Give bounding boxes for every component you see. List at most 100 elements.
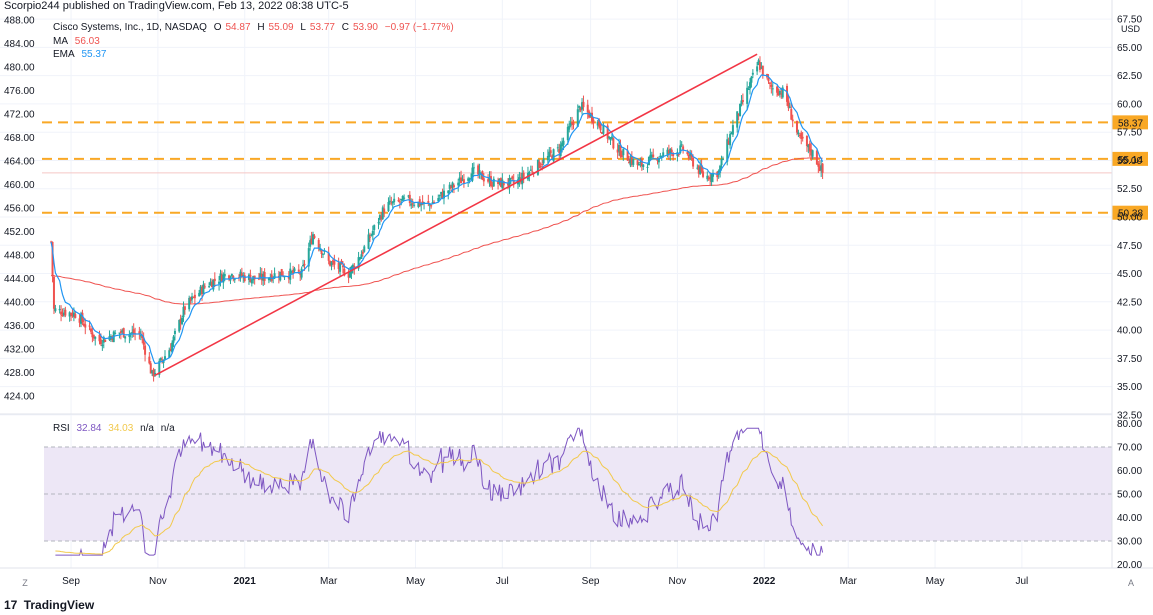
candle-body (229, 278, 232, 281)
price-tick-label: 45.00 (1117, 269, 1142, 280)
left-tick-label: 428.00 (4, 368, 35, 379)
ma-line (51, 157, 823, 305)
price-tick-label: 42.50 (1117, 297, 1142, 308)
candle-body (737, 113, 740, 116)
time-tick-label: Mar (320, 576, 338, 587)
candle-body (199, 286, 202, 294)
left-tick-label: 476.00 (4, 86, 35, 97)
candle-body (193, 294, 196, 299)
candle-body (692, 157, 695, 167)
candle-body (230, 274, 233, 277)
ma-value: 56.03 (74, 36, 100, 47)
candle-body (102, 337, 105, 343)
left-tick-label: 444.00 (4, 274, 35, 285)
candle-body (711, 173, 714, 177)
candle-body (579, 107, 582, 111)
candle-body (144, 345, 147, 355)
candle-body (437, 198, 440, 202)
candle-body (697, 165, 700, 174)
candle-body (729, 134, 732, 146)
candle-body (72, 312, 75, 317)
candle-body (756, 66, 759, 72)
candle-body (181, 317, 184, 325)
candle-body (660, 156, 663, 158)
candle-body (522, 172, 525, 178)
candle-body (562, 140, 565, 145)
candle-body (138, 331, 141, 334)
rsi-na-2: n/a (160, 423, 175, 434)
price-tick-label: 32.50 (1117, 410, 1142, 421)
candle-body (71, 312, 74, 317)
candle-body (561, 142, 564, 147)
candle-body (218, 281, 221, 284)
rsi-ma-value: 34.03 (108, 423, 134, 434)
candle-body (740, 100, 743, 104)
rsi-legend[interactable]: RSI 32.84 34.03 n/a n/a (53, 423, 179, 434)
candle-body (171, 342, 174, 353)
candle-body (417, 201, 420, 207)
auto-scale-button[interactable]: A (1127, 578, 1134, 588)
candle-body (662, 152, 665, 157)
candle-body (122, 328, 125, 338)
candle-body (132, 329, 135, 335)
candle-body (509, 177, 512, 179)
candle-body (303, 263, 306, 266)
tradingview-brand[interactable]: 17 TradingView (4, 598, 94, 612)
candle-body (200, 287, 203, 295)
candle-body (152, 369, 155, 377)
candle-body (312, 234, 315, 245)
zoom-button[interactable]: Z (22, 578, 28, 588)
candle-body (529, 169, 532, 171)
candle-body (719, 165, 722, 173)
left-tick-label: 456.00 (4, 204, 35, 215)
candle-body (398, 201, 401, 203)
candle-body (292, 269, 295, 274)
ema-label: EMA (53, 49, 75, 60)
tradingview-logo-icon: 17 (4, 598, 18, 612)
candle-body (541, 163, 544, 166)
candle-body (650, 154, 653, 158)
candle-body (599, 124, 602, 131)
candle-body (391, 201, 394, 204)
candle-body (98, 334, 101, 342)
time-tick-label: Sep (582, 576, 600, 587)
ma-legend[interactable]: MA 56.03 (53, 36, 104, 47)
candle-body (447, 190, 450, 194)
candle-body (488, 177, 491, 181)
candle-body (771, 88, 774, 90)
candle-body (761, 65, 764, 76)
candle-body (492, 178, 495, 187)
candle-body (800, 132, 803, 140)
candle-body (657, 158, 660, 163)
left-tick-label: 448.00 (4, 251, 35, 262)
candle-body (182, 306, 185, 318)
candle-body (818, 166, 821, 172)
candle-body (566, 126, 569, 141)
candle-body (363, 246, 366, 252)
left-tick-label: 460.00 (4, 180, 35, 191)
candle-body (128, 334, 131, 338)
left-tick-label: 452.00 (4, 227, 35, 238)
ema-legend[interactable]: EMA 55.37 (53, 49, 110, 60)
candle-body (169, 348, 172, 352)
candle-body (795, 120, 798, 133)
candle-body (353, 265, 356, 269)
candle-body (531, 171, 534, 173)
candle-body (558, 149, 561, 154)
candle-body (578, 105, 581, 108)
candle-body (815, 150, 818, 165)
candle-body (787, 100, 790, 108)
candle-body (730, 133, 733, 135)
candle-body (161, 359, 164, 361)
time-tick-label: May (926, 576, 945, 587)
candle-body (820, 165, 823, 171)
candle-body (403, 197, 406, 199)
candle-body (91, 332, 94, 338)
candle-body (679, 145, 682, 153)
candle-body (349, 271, 352, 278)
candle-body (805, 135, 808, 147)
candle-body (341, 265, 344, 268)
rsi-tick-label: 70.00 (1117, 443, 1142, 454)
candle-body (370, 234, 373, 236)
candle-body (682, 146, 685, 151)
